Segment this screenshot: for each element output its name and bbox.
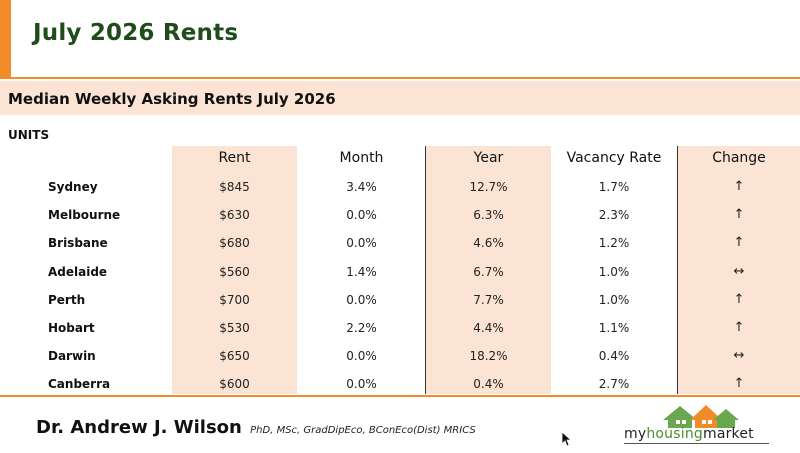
year-cell: 6.3%	[473, 208, 504, 223]
year-cell: 6.7%	[473, 264, 504, 279]
author-name-text: Dr. Andrew J. Wilson	[36, 417, 242, 438]
change-arrow-icon: ↔	[733, 263, 745, 279]
section-label: UNITS	[8, 128, 50, 142]
rent-cell: $680	[219, 236, 250, 251]
rent-cell: $560	[219, 264, 250, 279]
slide-title: July 2026 Rents	[33, 20, 239, 46]
vacancy-cell: 1.0%	[598, 292, 630, 307]
rent-cell: $845	[219, 180, 250, 194]
month-cell: 0.0%	[346, 236, 377, 251]
change-arrow-icon: ↑	[733, 235, 745, 251]
city-label: Darwin	[48, 349, 96, 364]
rent-cell: $600	[219, 377, 250, 392]
rent-cell: $530	[219, 321, 250, 335]
month-cell: 1.4%	[346, 264, 377, 279]
rent-cell: $650	[219, 349, 250, 364]
header-rent: Rent	[218, 150, 251, 166]
city-label: Melbourne	[48, 208, 121, 223]
myhousingmarket-logo: myhousingmarket	[618, 400, 778, 445]
city-label: Sydney	[48, 180, 98, 194]
month-cell: 0.0%	[346, 349, 377, 364]
year-column-shade	[426, 146, 551, 394]
city-label: Hobart	[48, 321, 95, 335]
author-name: Dr. Andrew J. Wilson PhD, MSc, GradDipEc…	[36, 417, 476, 438]
vacancy-cell: 0.4%	[598, 349, 630, 364]
logo-underline	[624, 443, 769, 444]
mouse-pointer-icon	[561, 431, 573, 447]
year-cell: 0.4%	[473, 377, 504, 392]
month-cell: 0.0%	[346, 208, 377, 223]
accent-bar	[0, 0, 11, 77]
month-cell: 3.4%	[346, 180, 377, 194]
rent-column-shade	[172, 146, 297, 394]
city-label: Brisbane	[48, 236, 108, 251]
vacancy-cell: 1.0%	[598, 264, 630, 279]
year-cell: 7.7%	[473, 292, 504, 307]
city-label: Adelaide	[48, 264, 108, 279]
column-divider	[425, 146, 426, 394]
header-month: Month	[339, 150, 384, 166]
rent-cell: $700	[219, 292, 250, 307]
change-arrow-icon: ↑	[733, 376, 745, 392]
vacancy-cell: 1.7%	[598, 180, 630, 194]
year-cell: 4.6%	[473, 236, 504, 251]
logo-wordmark: myhousingmarket	[624, 426, 754, 442]
footer-divider	[0, 395, 800, 397]
vacancy-cell: 1.2%	[598, 236, 630, 251]
header-change: Change	[712, 150, 766, 166]
year-cell: 12.7%	[469, 180, 508, 194]
subtitle-band	[0, 81, 800, 115]
column-divider	[677, 146, 678, 394]
author-credentials: PhD, MSc, GradDipEco, BConEco(Dist) MRIC…	[250, 425, 476, 436]
vacancy-cell: 2.3%	[598, 208, 630, 223]
month-cell: 0.0%	[346, 292, 377, 307]
change-arrow-icon: ↔	[733, 348, 745, 364]
year-cell: 18.2%	[469, 349, 508, 364]
year-cell: 4.4%	[473, 321, 504, 335]
vacancy-cell: 2.7%	[598, 377, 630, 392]
month-cell: 0.0%	[346, 377, 377, 392]
change-arrow-icon: ↑	[733, 207, 745, 223]
change-arrow-icon: ↑	[733, 320, 745, 335]
title-divider	[0, 77, 800, 79]
logo-text-market: market	[702, 426, 754, 442]
month-cell: 2.2%	[346, 321, 377, 335]
change-arrow-icon: ↑	[733, 291, 745, 307]
vacancy-cell: 1.1%	[598, 321, 630, 335]
header-year: Year	[473, 150, 504, 166]
table-subtitle: Median Weekly Asking Rents July 2026	[8, 90, 336, 108]
houses-logo-icon	[663, 405, 739, 428]
change-arrow-icon: ↑	[733, 179, 745, 194]
logo-text-my: my	[624, 426, 647, 442]
rent-cell: $630	[219, 208, 250, 223]
change-column-shade	[678, 146, 800, 394]
city-label: Canberra	[48, 377, 111, 392]
logo-text-housing: housing	[646, 426, 703, 442]
header-vacancy-rate: Vacancy Rate	[566, 150, 662, 166]
city-label: Perth	[48, 292, 86, 307]
